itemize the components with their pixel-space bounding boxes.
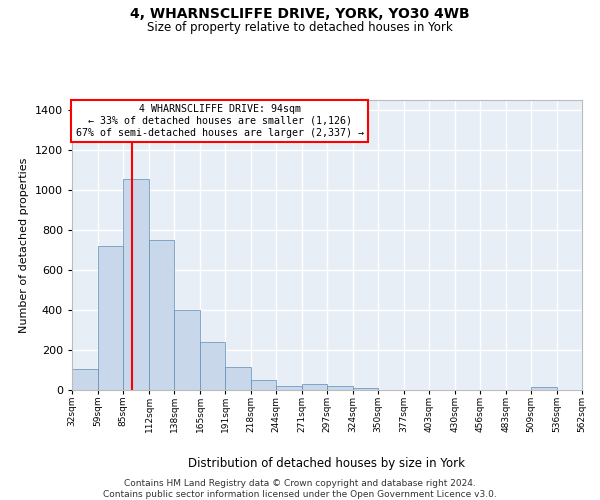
Bar [276, 386, 302, 390]
Bar [123, 179, 149, 390]
Bar [149, 240, 174, 390]
Text: 4 WHARNSCLIFFE DRIVE: 94sqm
← 33% of detached houses are smaller (1,126)
67% of : 4 WHARNSCLIFFE DRIVE: 94sqm ← 33% of det… [76, 104, 364, 138]
Text: Contains public sector information licensed under the Open Government Licence v3: Contains public sector information licen… [103, 490, 497, 499]
Bar [327, 386, 353, 390]
Bar [72, 369, 98, 390]
Bar [353, 388, 378, 390]
Text: 4, WHARNSCLIFFE DRIVE, YORK, YO30 4WB: 4, WHARNSCLIFFE DRIVE, YORK, YO30 4WB [130, 8, 470, 22]
Bar [251, 380, 276, 390]
Bar [302, 384, 327, 390]
Bar [200, 342, 225, 390]
Text: Distribution of detached houses by size in York: Distribution of detached houses by size … [188, 458, 466, 470]
Text: Size of property relative to detached houses in York: Size of property relative to detached ho… [147, 21, 453, 34]
Y-axis label: Number of detached properties: Number of detached properties [19, 158, 29, 332]
Bar [531, 388, 557, 390]
Text: Contains HM Land Registry data © Crown copyright and database right 2024.: Contains HM Land Registry data © Crown c… [124, 479, 476, 488]
Bar [225, 368, 251, 390]
Bar [98, 246, 123, 390]
Bar [174, 310, 200, 390]
